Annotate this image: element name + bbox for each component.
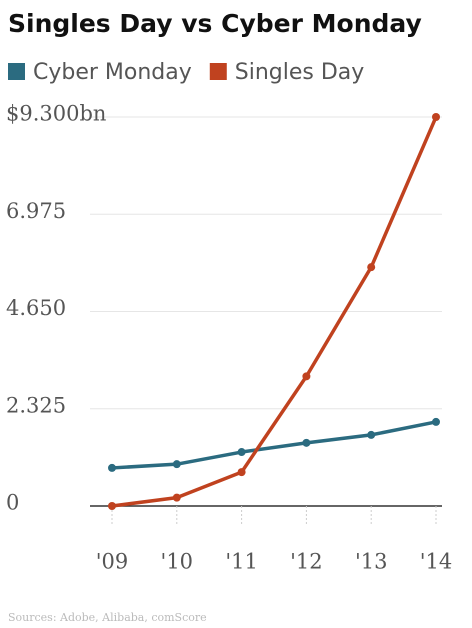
- legend-swatch: [8, 63, 25, 80]
- data-point: [432, 113, 440, 121]
- x-tick-label: '13: [355, 550, 388, 574]
- y-tick-label: 2.325: [6, 393, 66, 417]
- legend-label: Singles Day: [235, 60, 365, 85]
- data-point: [237, 448, 246, 457]
- data-point: [302, 372, 311, 381]
- y-tick-label: 4.650: [6, 296, 66, 320]
- x-tick-label: '10: [161, 550, 194, 574]
- y-tick-label: 6.975: [6, 199, 66, 223]
- x-tick-label: '14: [420, 550, 453, 574]
- data-point: [367, 430, 376, 439]
- data-point: [367, 263, 376, 272]
- y-tick-label: $9.300bn: [6, 102, 106, 126]
- data-point: [432, 417, 440, 426]
- data-point: [108, 502, 116, 510]
- source-note: Sources: Adobe, Alibaba, comScore: [8, 611, 207, 624]
- series-line: [111, 116, 438, 508]
- chart-title: Singles Day vs Cyber Monday: [8, 9, 422, 38]
- x-tick-label: '09: [96, 550, 129, 574]
- series-line: [111, 420, 437, 470]
- data-point: [237, 468, 246, 477]
- x-tick-label: '11: [225, 550, 258, 574]
- y-tick-label: 0: [6, 491, 19, 515]
- data-point: [172, 493, 181, 502]
- legend-label: Cyber Monday: [33, 60, 192, 85]
- legend-swatch: [209, 63, 227, 80]
- data-point: [108, 463, 116, 472]
- data-point: [172, 460, 181, 469]
- x-tick-label: '12: [290, 550, 323, 574]
- data-point: [302, 438, 311, 447]
